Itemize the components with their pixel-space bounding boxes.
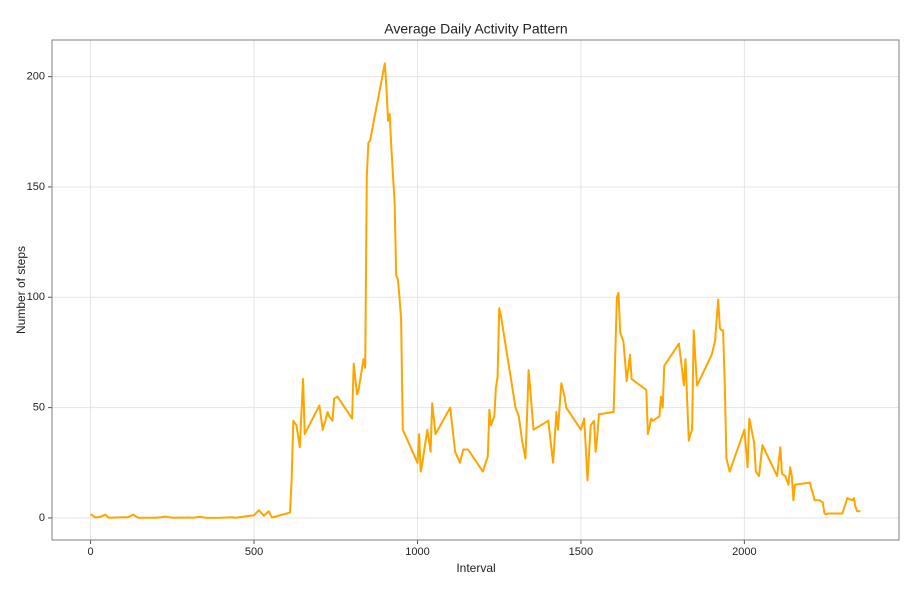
x-tick-label: 0 <box>88 546 94 558</box>
data-line <box>90 62 861 519</box>
y-tick-label: 0 <box>39 512 45 524</box>
y-axis-label: Number of steps <box>14 246 28 334</box>
x-tick-label: 2000 <box>732 546 756 558</box>
x-axis-label: Interval <box>456 561 495 575</box>
x-tick-label: 1000 <box>405 546 429 558</box>
y-tick-label: 150 <box>27 181 45 193</box>
y-tick-label: 100 <box>27 291 45 303</box>
chart-title: Average Daily Activity Pattern <box>384 21 567 37</box>
x-tick-label: 500 <box>245 546 263 558</box>
plot-panel <box>51 39 900 541</box>
x-tick-label: 1500 <box>569 546 593 558</box>
y-tick-label: 50 <box>33 402 45 414</box>
y-tick-label: 200 <box>27 71 45 83</box>
